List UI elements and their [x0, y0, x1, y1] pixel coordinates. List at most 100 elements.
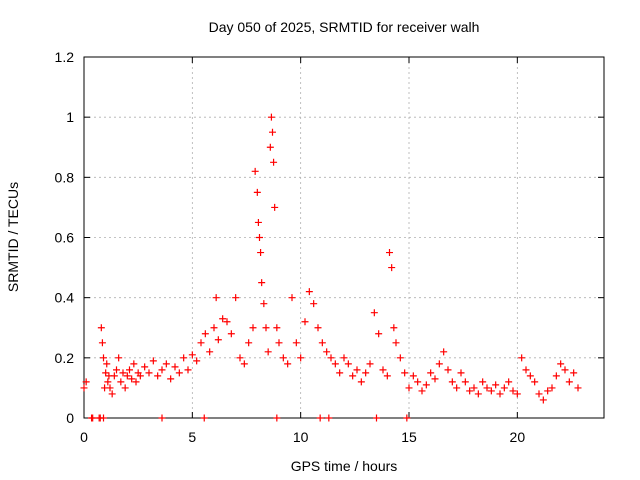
data-point — [373, 414, 380, 422]
data-point — [496, 390, 504, 398]
x-tick-label: 5 — [188, 429, 196, 445]
data-point — [119, 369, 127, 377]
data-point — [301, 318, 309, 326]
data-point — [266, 143, 274, 151]
series-srmtid — [80, 113, 582, 422]
data-point — [273, 414, 281, 422]
data-point — [141, 363, 149, 371]
data-point — [444, 366, 452, 374]
data-point — [288, 294, 296, 302]
data-point — [340, 354, 348, 362]
data-point — [375, 330, 383, 338]
data-point — [483, 384, 491, 392]
data-point — [318, 339, 326, 347]
data-point — [544, 387, 552, 395]
data-point — [210, 324, 218, 332]
data-point — [362, 369, 370, 377]
data-point — [245, 339, 253, 347]
data-point — [264, 348, 272, 356]
data-point — [136, 372, 144, 380]
data-point — [401, 369, 409, 377]
data-point — [509, 387, 517, 395]
data-point — [275, 339, 283, 347]
data-point — [479, 378, 487, 386]
data-point — [500, 384, 508, 392]
y-tick-label: 1 — [66, 109, 74, 125]
data-point — [262, 324, 270, 332]
data-point — [405, 384, 413, 392]
x-axis-ticks: 0 5 10 15 20 — [80, 57, 525, 445]
data-point — [121, 384, 129, 392]
data-point — [565, 378, 573, 386]
data-point — [193, 357, 201, 365]
data-point — [297, 354, 305, 362]
data-point — [386, 249, 393, 257]
data-point — [128, 375, 136, 383]
data-point — [102, 369, 110, 377]
data-point — [292, 339, 300, 347]
data-point — [249, 324, 257, 332]
data-point — [267, 113, 275, 121]
data-point — [130, 360, 138, 368]
data-point — [470, 384, 478, 392]
data-point — [492, 381, 500, 389]
data-point — [448, 378, 456, 386]
data-point — [435, 360, 443, 368]
data-point — [100, 354, 107, 362]
data-point — [392, 339, 400, 347]
data-point — [110, 372, 118, 380]
data-point — [201, 330, 209, 338]
data-point — [98, 339, 106, 347]
data-point — [106, 384, 114, 392]
data-point — [531, 378, 539, 386]
data-point — [158, 414, 166, 422]
data-point — [310, 300, 318, 308]
data-point — [418, 387, 426, 395]
data-point — [253, 188, 261, 196]
data-point — [370, 309, 378, 317]
data-point — [383, 372, 391, 380]
data-point — [336, 369, 344, 377]
data-point — [522, 366, 530, 374]
data-point — [200, 414, 208, 422]
data-point — [180, 354, 188, 362]
data-point — [206, 348, 214, 356]
data-point — [212, 294, 220, 302]
y-axis-ticks: 0 0.2 0.4 0.6 0.8 1 1.2 — [55, 49, 604, 426]
y-tick-label: 0.8 — [55, 169, 75, 185]
data-point — [223, 318, 231, 326]
data-point — [409, 372, 417, 380]
data-point — [526, 372, 534, 380]
data-point — [197, 339, 205, 347]
data-point — [149, 357, 157, 365]
data-point — [108, 390, 116, 398]
data-point — [305, 288, 313, 296]
data-point — [171, 363, 179, 371]
data-point — [104, 378, 112, 386]
data-point — [388, 264, 396, 272]
data-point — [453, 384, 461, 392]
data-point — [88, 414, 96, 422]
data-point — [258, 279, 266, 287]
data-point — [126, 366, 133, 374]
data-point — [344, 360, 352, 368]
data-point — [390, 324, 398, 332]
data-point — [414, 378, 422, 386]
data-point — [97, 324, 105, 332]
data-point — [349, 372, 357, 380]
data-point — [256, 234, 263, 241]
data-point — [539, 396, 547, 404]
data-point — [316, 414, 324, 422]
data-point — [314, 324, 322, 332]
data-point — [353, 366, 361, 374]
y-tick-label: 0.4 — [55, 290, 75, 306]
data-point — [251, 167, 259, 175]
data-point — [574, 384, 582, 392]
data-point — [145, 369, 153, 377]
data-point — [327, 354, 335, 362]
data-point — [162, 360, 170, 368]
data-point — [505, 378, 513, 386]
y-tick-label: 0 — [66, 410, 74, 426]
data-point — [466, 387, 474, 395]
